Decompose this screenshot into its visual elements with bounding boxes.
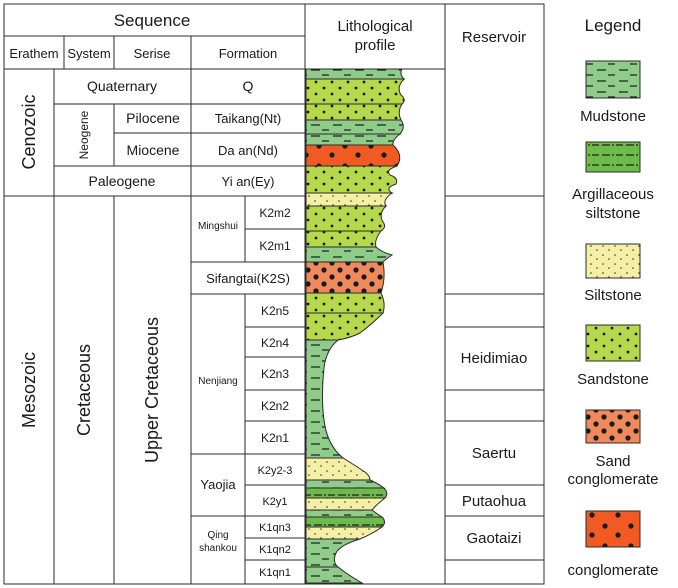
stratum-k2m1-sandstone (305, 230, 383, 248)
legend-label-conglomerate: conglomerate (568, 562, 659, 579)
formation-shankou: shankou (199, 543, 237, 554)
serise-upper-cretaceous: Upper Cretaceous (142, 317, 162, 463)
formation-nenjiang: Nenjiang (198, 376, 237, 387)
unit-paleogene: Paleogene (89, 173, 156, 189)
stratum-k2n5-sandstone (305, 292, 385, 314)
stratum-q-mudstone (305, 68, 406, 80)
header-erathem: Erathem (9, 46, 58, 61)
formation-k2n1: K2n1 (261, 431, 289, 445)
formation-k1qn3: K1qn3 (259, 522, 291, 534)
formation-k2m2: K2m2 (259, 206, 291, 220)
formation-k2n5: K2n5 (261, 304, 289, 318)
stratum-k2y23-siltstone (305, 457, 371, 481)
stratum-taikang-sandstone (305, 103, 403, 121)
unit-miocene: Miocene (127, 142, 180, 158)
system-neogene: Neogene (77, 110, 91, 159)
legend-title: Legend (585, 16, 642, 35)
stratum-daan-conglomerate (305, 144, 401, 167)
stratum-yian-sandstone (305, 165, 398, 194)
formation-taikang: Taikang(Nt) (215, 111, 281, 126)
formation-k2n3: K2n3 (261, 367, 289, 381)
stratum-k2y23-mudstone (305, 479, 386, 489)
lithology-profile (305, 68, 406, 584)
header-serise: Serise (134, 46, 171, 61)
formation-labels: Q Taikang(Nt) Da an(Nd) Yi an(Ey) Mingsh… (198, 78, 292, 579)
formation-daan: Da an(Nd) (218, 143, 278, 158)
stratum-k2m2-siltstone (305, 192, 394, 207)
chronostratigraphy-labels: Cenozoic Mesozoic Neogene Cretaceous Upp… (19, 78, 180, 463)
stratum-taikang-mudstone (305, 119, 404, 135)
stratum-nenjiang-mudstone (305, 339, 345, 459)
unit-quaternary: Quaternary (87, 78, 157, 94)
legend-label-conglomerate-2: conglomerate (568, 471, 659, 488)
stratum-k2y1-siltstone (305, 497, 387, 511)
formation-k1qn2: K1qn2 (259, 544, 291, 556)
legend-swatch-argillaceous-siltstone (585, 141, 641, 173)
stratum-k1qn3-siltstone (305, 526, 384, 540)
reservoir-gaotaizi: Gaotaizi (466, 530, 521, 547)
formation-q: Q (243, 78, 254, 94)
legend-label-siltstone: Siltstone (584, 287, 642, 304)
stratum-sifangtai-sand-conglomerate (305, 261, 385, 294)
stratum-k2m2-sandstone (305, 205, 388, 232)
stratum-q-sandstone (305, 78, 406, 105)
legend-swatch-siltstone (585, 243, 641, 279)
reservoir-heidimiao: Heidimiao (461, 350, 528, 367)
system-cretaceous: Cretaceous (74, 344, 94, 436)
table-grid (3, 3, 545, 585)
legend-swatch-conglomerate (585, 510, 641, 548)
legend-label-argillaceous: Argillaceous (572, 186, 654, 203)
reservoir-putaohua: Putaohua (462, 493, 527, 510)
header-lithological: Lithological (337, 18, 412, 35)
header-sequence: Sequence (114, 11, 191, 30)
formation-k2n2: K2n2 (261, 399, 289, 413)
stratum-k1qn1-mudstone (305, 566, 364, 584)
stratum-k2n5-sandstone-lower (305, 312, 385, 341)
formation-k2m1: K2m1 (259, 239, 291, 253)
legend-swatch-mudstone (585, 60, 641, 99)
formation-mingshui: Mingshui (198, 221, 238, 232)
legend-swatch-sand-conglomerate (585, 409, 641, 444)
header-reservoir: Reservoir (462, 29, 526, 46)
formation-yaojia: Yaojia (200, 477, 236, 492)
unit-pilocene: Pilocene (126, 110, 180, 126)
stratum-k1qn3-argillaceous (305, 516, 385, 528)
legend-label-mudstone: Mudstone (580, 108, 646, 125)
formation-qing: Qing (207, 530, 228, 541)
stratum-k2m1-mudstone (305, 246, 394, 263)
legend-swatch-sandstone (585, 324, 641, 362)
header-formation: Formation (219, 46, 278, 61)
erathem-mesozoic: Mesozoic (19, 352, 39, 428)
legend-label-siltstone-2: siltstone (585, 205, 640, 222)
formation-k2n4: K2n4 (261, 336, 289, 350)
header-profile: profile (355, 37, 396, 54)
formation-sifangtai: Sifangtai(K2S) (206, 271, 290, 286)
legend: Legend Mudstone Argillaceous siltstone S… (568, 16, 659, 579)
formation-k1qn1: K1qn1 (259, 567, 291, 579)
erathem-cenozoic: Cenozoic (19, 94, 39, 169)
stratum-daan-mudstone (305, 133, 402, 146)
header-system: System (67, 46, 110, 61)
stratum-k1qn2-mudstone (305, 538, 361, 568)
stratum-k2y1-argillaceous (305, 487, 388, 499)
reservoir-labels: Heidimiao Saertu Putaohua Gaotaizi (461, 350, 528, 547)
formation-yian: Yi an(Ey) (222, 174, 275, 189)
reservoir-saertu: Saertu (472, 445, 516, 462)
formation-k2y1: K2y1 (262, 496, 287, 508)
table-header: Sequence Erathem System Serise Formation… (9, 11, 526, 61)
stratum-k2y1-mudstone (305, 509, 384, 518)
legend-label-sandstone: Sandstone (577, 371, 649, 388)
legend-label-sand: Sand (595, 453, 630, 470)
formation-k2y23: K2y2-3 (258, 465, 293, 477)
